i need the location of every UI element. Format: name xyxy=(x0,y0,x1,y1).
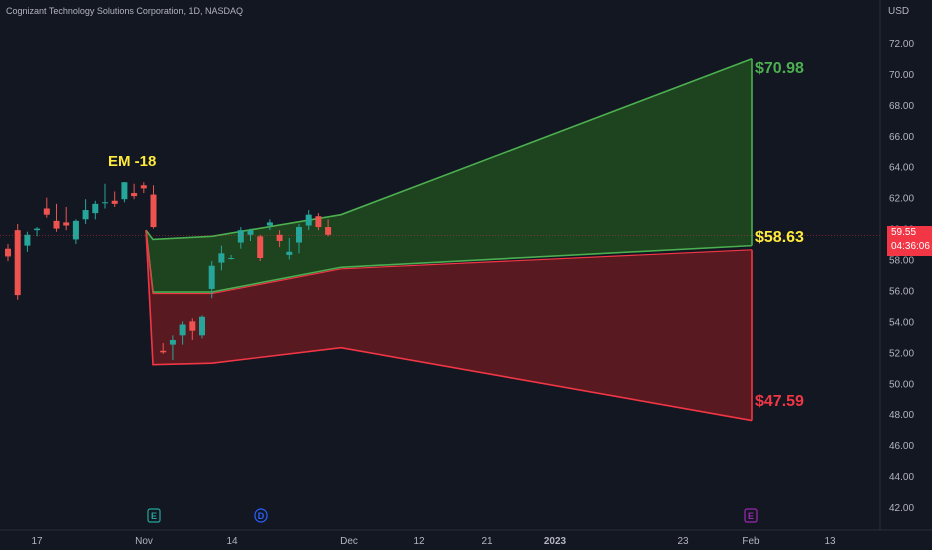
event-marker-box xyxy=(254,508,268,523)
upper-target-label: $70.98 xyxy=(755,60,804,77)
candle-body xyxy=(102,202,108,204)
candle-body xyxy=(53,220,60,229)
y-tick-label: 42.00 xyxy=(889,503,914,514)
candle-body xyxy=(218,253,225,263)
candle-body xyxy=(208,265,215,289)
x-tick-label: 23 xyxy=(677,536,689,547)
candle-body xyxy=(5,248,11,257)
x-tick-label: 21 xyxy=(481,536,493,547)
y-tick-label: 72.00 xyxy=(889,39,914,50)
candle-body xyxy=(63,222,70,226)
event-marker[interactable]: E xyxy=(147,508,161,523)
y-axis[interactable]: 72.0070.0068.0066.0064.0062.0060.0058.00… xyxy=(879,0,914,530)
x-tick-label: Dec xyxy=(340,536,358,547)
candle-body xyxy=(276,234,283,241)
y-tick-label: 48.00 xyxy=(889,410,914,421)
candle-body xyxy=(305,214,312,226)
x-tick-label: 2023 xyxy=(544,536,567,547)
y-tick-label: 44.00 xyxy=(889,472,914,483)
event-marker-box xyxy=(744,508,758,523)
x-tick-label: 12 xyxy=(413,536,425,547)
candle-body xyxy=(237,230,244,243)
last-price-value: 59.55 xyxy=(891,227,917,238)
x-tick-label: Feb xyxy=(742,536,760,547)
y-tick-label: 50.00 xyxy=(889,379,914,390)
candle-body xyxy=(189,321,196,331)
candle-body xyxy=(34,228,41,231)
chart-title: Cognizant Technology Solutions Corporati… xyxy=(6,6,243,16)
y-tick-label: 70.00 xyxy=(889,70,914,81)
y-tick-label: 66.00 xyxy=(889,132,914,143)
candle-body xyxy=(179,324,186,336)
mid-target-label: $58.63 xyxy=(755,229,804,246)
y-tick-label: 54.00 xyxy=(889,317,914,328)
candle-body xyxy=(315,216,322,228)
candle-body xyxy=(325,227,332,235)
event-marker-letter: E xyxy=(748,511,754,521)
lower-target-label: $47.59 xyxy=(755,393,804,410)
y-tick-label: 56.00 xyxy=(889,286,914,297)
lower-band-line xyxy=(145,230,753,422)
expected-move-zones xyxy=(145,58,753,422)
candle-body xyxy=(160,350,167,353)
candle-body xyxy=(111,200,118,204)
event-marker[interactable]: D xyxy=(254,508,268,523)
candle-body xyxy=(296,227,302,243)
candle-body xyxy=(43,208,50,215)
x-tick-label: 13 xyxy=(824,536,836,547)
y-tick-label: 52.00 xyxy=(889,348,914,359)
candle-body xyxy=(266,222,273,226)
currency-label: USD xyxy=(888,6,910,17)
x-tick-label: 14 xyxy=(226,536,238,547)
candle-body xyxy=(150,194,157,228)
candlestick-series xyxy=(5,182,332,361)
bar-countdown: 04:36:06 xyxy=(891,241,930,252)
event-marker-letter: E xyxy=(151,511,157,521)
candle-body xyxy=(228,257,235,259)
candle-body xyxy=(247,230,254,235)
event-marker[interactable]: E xyxy=(744,508,758,523)
y-tick-label: 58.00 xyxy=(889,256,914,267)
last-price-badge: 59.55 04:36:06 xyxy=(887,226,932,256)
candle-body xyxy=(257,236,264,258)
event-marker-letter: D xyxy=(258,511,265,521)
candle-body xyxy=(169,339,176,345)
candle-body xyxy=(199,316,205,336)
candle-body xyxy=(24,234,31,246)
upper-band-line xyxy=(145,58,753,241)
candle-body xyxy=(140,185,147,189)
y-tick-label: 68.00 xyxy=(889,101,914,112)
candle-body xyxy=(131,193,138,197)
candle-body xyxy=(286,251,293,255)
candle-body xyxy=(72,220,79,240)
candle-body xyxy=(82,210,89,220)
y-tick-label: 64.00 xyxy=(889,163,914,174)
candle-body xyxy=(14,230,21,296)
x-axis[interactable]: 17 Nov 14 Dec 12 21 2023 23 Feb 13 xyxy=(0,529,932,547)
y-tick-label: 46.00 xyxy=(889,441,914,452)
em-annotation: EM -18 xyxy=(108,153,157,170)
event-marker-box xyxy=(147,508,161,523)
y-tick-label: 62.00 xyxy=(889,194,914,205)
candle-body xyxy=(121,182,128,200)
candle-body xyxy=(92,203,99,214)
x-tick-label: Nov xyxy=(135,536,153,547)
x-tick-label: 17 xyxy=(31,536,43,547)
